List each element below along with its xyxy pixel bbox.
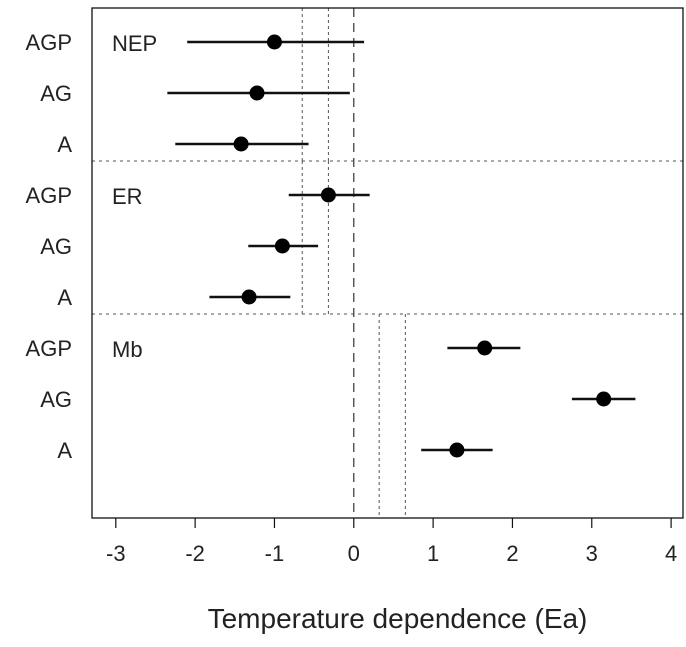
x-tick-label-4: 1 (427, 541, 439, 566)
x-tick-label-7: 4 (665, 541, 677, 566)
x-tick-label-6: 3 (586, 541, 598, 566)
point-nep-ag (249, 85, 265, 101)
row-label-nep-a: A (57, 132, 72, 157)
panel-title-mb: Mb (112, 337, 143, 362)
point-er-a (241, 289, 257, 305)
point-mb-ag (596, 391, 612, 407)
row-label-er-a: A (57, 285, 72, 310)
point-nep-agp (266, 34, 282, 50)
points (233, 34, 612, 458)
point-er-agp (320, 187, 336, 203)
x-tick-label-0: -3 (106, 541, 126, 566)
point-er-ag (274, 238, 290, 254)
reference-lines (301, 8, 406, 518)
row-label-mb-a: A (57, 438, 72, 463)
panel-separators (92, 160, 683, 315)
x-tick-label-3: 0 (348, 541, 360, 566)
x-axis-label: Temperature dependence (Ea) (208, 603, 588, 634)
row-label-mb-agp: AGP (26, 336, 72, 361)
x-tick-label-5: 2 (506, 541, 518, 566)
row-label-er-agp: AGP (26, 183, 72, 208)
point-mb-a (449, 442, 465, 458)
plot-frame (91, 7, 684, 519)
row-label-mb-ag: AG (40, 387, 72, 412)
row-label-nep-ag: AG (40, 81, 72, 106)
row-label-er-ag: AG (40, 234, 72, 259)
x-tick-label-2: -1 (265, 541, 285, 566)
error-bars (167, 40, 636, 452)
panel-titles: NEP ER Mb (112, 31, 157, 362)
x-axis: -3 -2 -1 0 1 2 3 4 (106, 518, 677, 566)
x-tick-label-1: -2 (185, 541, 205, 566)
row-labels: AGP AG A AGP AG A AGP AG A (26, 30, 73, 463)
panel-title-nep: NEP (112, 31, 157, 56)
row-label-nep-agp: AGP (26, 30, 72, 55)
point-nep-a (233, 136, 249, 152)
panel-title-er: ER (112, 184, 143, 209)
point-mb-agp (477, 340, 493, 356)
